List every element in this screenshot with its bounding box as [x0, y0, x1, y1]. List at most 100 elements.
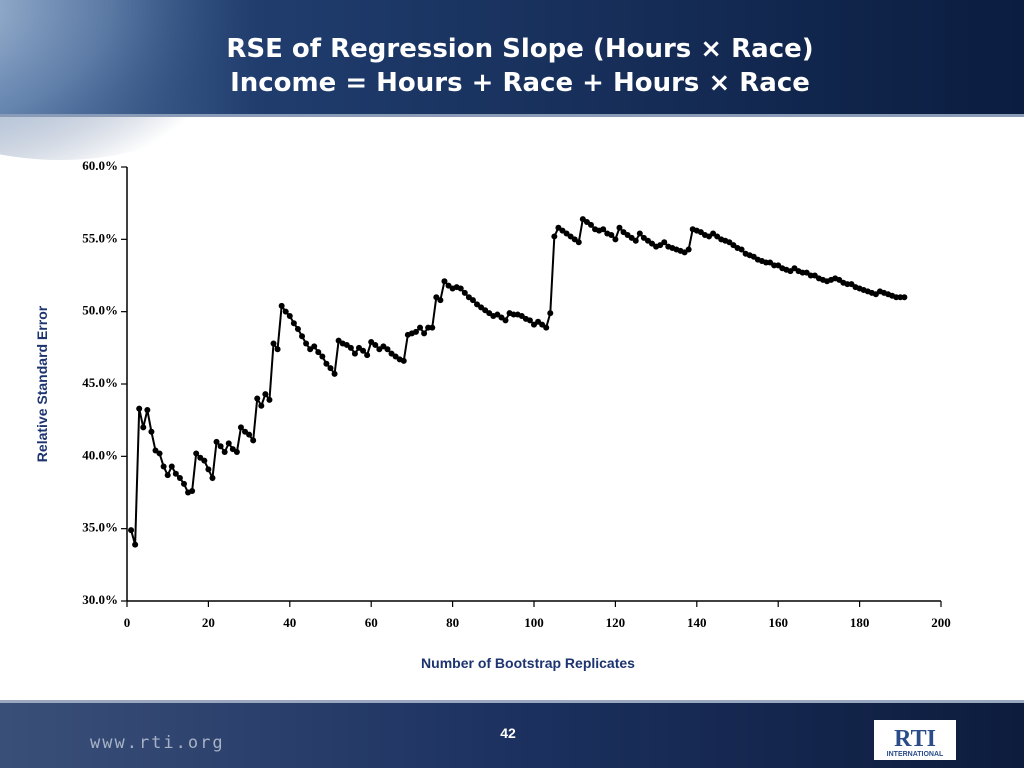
plot-area: 30.0% 35.0% 40.0% 45.0% 50.0% 55.0% 60.0% 0 20 40… — [82, 158, 951, 630]
data-point — [290, 320, 297, 327]
x-tick-label: 20 — [202, 615, 215, 630]
x-tick-label: 180 — [850, 615, 870, 630]
data-point — [360, 347, 367, 354]
footer-url: www.rti.org — [90, 733, 225, 753]
data-point — [213, 438, 220, 445]
data-point — [233, 448, 240, 455]
data-point — [441, 278, 448, 285]
data-point — [661, 239, 668, 246]
data-point — [901, 294, 908, 301]
header-globe — [0, 0, 250, 160]
data-point — [636, 230, 643, 237]
data-point — [543, 324, 550, 331]
data-point — [319, 353, 326, 360]
data-point — [461, 289, 468, 296]
data-point — [144, 407, 151, 414]
data-point — [587, 221, 594, 228]
y-tick-label: 40.0% — [82, 447, 118, 462]
data-point — [575, 239, 582, 246]
y-tick-label: 30.0% — [82, 592, 118, 607]
x-tick-label: 120 — [606, 615, 626, 630]
x-tick-label: 0 — [124, 615, 131, 630]
data-point — [286, 313, 293, 320]
data-point — [412, 328, 419, 335]
y-tick-label: 35.0% — [82, 520, 118, 535]
data-point — [250, 437, 257, 444]
data-point — [311, 343, 318, 350]
y-tick-label: 55.0% — [82, 230, 118, 245]
data-point — [156, 450, 163, 457]
data-point — [303, 340, 310, 347]
data-point — [547, 310, 554, 317]
data-point — [315, 349, 322, 356]
logo-subtext: INTERNATIONAL — [887, 751, 944, 758]
data-point — [258, 402, 265, 409]
y-tick-label: 60.0% — [82, 158, 118, 173]
data-point — [164, 472, 171, 479]
data-point — [140, 424, 147, 431]
data-point — [384, 346, 391, 353]
y-tick-label: 50.0% — [82, 303, 118, 318]
data-point — [351, 350, 358, 357]
data-point — [600, 226, 607, 233]
data-point — [738, 246, 745, 253]
header-rule — [0, 114, 1024, 117]
data-point — [270, 340, 277, 347]
data-point — [160, 463, 167, 470]
x-tick-label: 80 — [446, 615, 459, 630]
data-point — [421, 330, 428, 337]
data-point — [201, 457, 208, 464]
footer-band — [0, 700, 1024, 768]
data-point — [132, 541, 139, 548]
page-number: 42 — [500, 725, 516, 741]
footer-rule — [0, 700, 1024, 703]
data-point — [254, 395, 261, 402]
data-point — [327, 365, 334, 372]
logo: RTI — [894, 726, 936, 752]
data-point — [331, 370, 338, 377]
x-tick-label: 60 — [365, 615, 378, 630]
data-point — [136, 405, 143, 412]
data-point — [262, 391, 269, 398]
x-tick-label: 140 — [687, 615, 707, 630]
data-point — [347, 344, 354, 351]
y-axis-title: Relative Standard Error — [34, 305, 50, 462]
data-point — [437, 297, 444, 304]
data-point — [502, 317, 509, 324]
chart-title: RSE of Regression Slope (Hours × Race) — [226, 34, 813, 64]
data-point — [266, 396, 273, 403]
x-axis-title: Number of Bootstrap Replicates — [421, 655, 635, 671]
data-point — [176, 475, 183, 482]
data-point — [294, 326, 301, 333]
data-point — [221, 448, 228, 455]
data-point — [217, 443, 224, 450]
x-tick-label: 200 — [931, 615, 951, 630]
data-point — [209, 475, 216, 482]
y-tick-label: 45.0% — [82, 375, 118, 390]
data-point — [372, 341, 379, 348]
data-point — [469, 297, 476, 304]
data-point — [685, 246, 692, 253]
x-tick-label: 100 — [524, 615, 544, 630]
data-point — [526, 317, 533, 324]
data-point — [274, 346, 281, 353]
data-point — [417, 324, 424, 331]
data-point — [608, 231, 615, 238]
chart-subtitle: Income = Hours + Race + Hours × Race — [230, 68, 810, 98]
data-point — [168, 463, 175, 470]
data-point — [128, 527, 135, 534]
data-point — [172, 470, 179, 477]
data-point — [278, 302, 285, 309]
data-point — [551, 233, 558, 240]
data-point — [364, 352, 371, 359]
data-point — [225, 440, 232, 447]
data-point — [205, 466, 212, 473]
data-point — [189, 488, 196, 495]
data-point — [282, 308, 289, 315]
data-point — [323, 360, 330, 367]
data-point — [612, 236, 619, 243]
x-tick-label: 160 — [768, 615, 788, 630]
x-tick-label: 40 — [283, 615, 296, 630]
data-point — [193, 450, 200, 457]
